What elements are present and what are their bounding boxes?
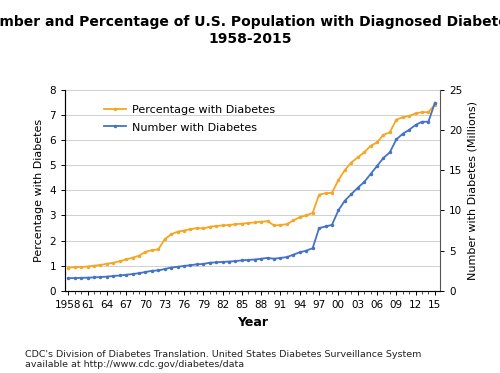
Y-axis label: Percentage with Diabetes: Percentage with Diabetes bbox=[34, 119, 44, 262]
X-axis label: Year: Year bbox=[237, 316, 268, 329]
Y-axis label: Number with Diabetes (Millions): Number with Diabetes (Millions) bbox=[468, 101, 478, 280]
Text: CDC's Division of Diabetes Translation. United States Diabetes Surveillance Syst: CDC's Division of Diabetes Translation. … bbox=[25, 350, 421, 369]
Text: Number and Percentage of U.S. Population with Diagnosed Diabetes,
1958-2015: Number and Percentage of U.S. Population… bbox=[0, 15, 500, 46]
Legend: Percentage with Diabetes, Number with Diabetes: Percentage with Diabetes, Number with Di… bbox=[100, 101, 278, 136]
